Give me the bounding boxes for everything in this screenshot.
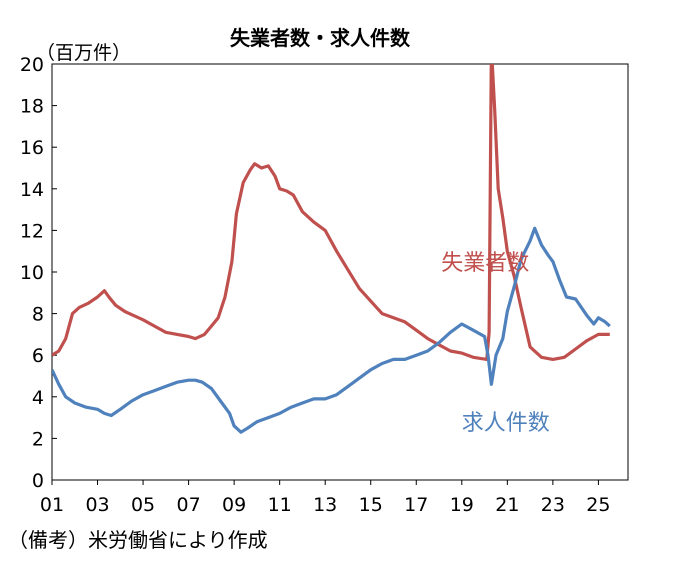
y-tick-label: 4 <box>32 387 44 409</box>
axes: 0 2 4 6 8 10 12 14 16 18 20 01 03 05 07 09 11 13 15 17 19 21 2… <box>20 54 629 516</box>
x-tick-label: 09 <box>222 494 246 516</box>
y-tick-label: 18 <box>20 96 44 118</box>
series-label-1: 求人件数 <box>462 411 550 436</box>
y-tick-label: 16 <box>20 137 44 159</box>
x-tick-label: 11 <box>268 494 292 516</box>
x-tick-label: 05 <box>131 494 155 516</box>
x-tick-label: 07 <box>177 494 201 516</box>
chart-title: 失業者数・求人件数 <box>230 26 410 50</box>
x-tick-label: 15 <box>359 494 383 516</box>
y-tick-label: 0 <box>32 470 44 492</box>
x-tick-label: 25 <box>586 494 610 516</box>
x-tick-label: 03 <box>85 494 109 516</box>
y-tick-label: 20 <box>20 54 44 76</box>
x-tick-label: 23 <box>541 494 565 516</box>
series-lines <box>52 64 611 434</box>
x-tick-label: 13 <box>313 494 337 516</box>
source-note: （備考）米労働省により作成 <box>8 528 268 552</box>
x-tick-label: 19 <box>450 494 474 516</box>
y-tick-label: 6 <box>32 345 44 367</box>
y-tick-label: 10 <box>20 262 44 284</box>
x-tick-label: 21 <box>495 494 519 516</box>
y-tick-label: 2 <box>32 428 44 450</box>
series-line-1 <box>52 226 611 434</box>
y-tick-label: 12 <box>20 220 44 242</box>
series-label-0: 失業者数 <box>441 251 529 276</box>
series-line-0 <box>52 64 610 361</box>
y-tick-label: 8 <box>32 304 44 326</box>
y-unit-label: （百万件） <box>36 42 132 64</box>
x-tick-label: 01 <box>40 494 64 516</box>
y-tick-label: 14 <box>20 179 44 201</box>
x-tick-label: 17 <box>404 494 428 516</box>
